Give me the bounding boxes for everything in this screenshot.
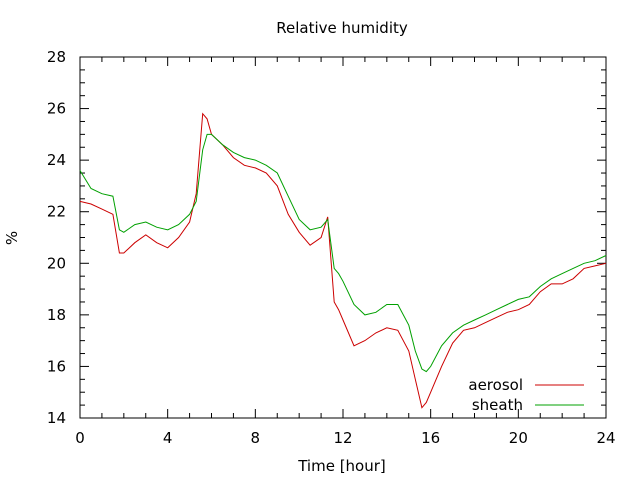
legend-label-sheath: sheath <box>472 396 523 414</box>
x-tick-label: 8 <box>251 429 261 447</box>
legend-label-aerosol: aerosol <box>468 376 523 394</box>
y-axis-ticks: 14 16 18 20 22 24 26 28 <box>47 48 606 427</box>
y-tick-label: 24 <box>47 151 66 169</box>
chart-title: Relative humidity <box>276 19 408 37</box>
x-tick-label: 20 <box>509 429 528 447</box>
x-axis-label: Time [hour] <box>297 457 386 475</box>
y-tick-label: 20 <box>47 254 66 272</box>
x-tick-label: 4 <box>163 429 173 447</box>
y-tick-label: 14 <box>47 409 66 427</box>
x-tick-label: 0 <box>75 429 85 447</box>
x-tick-label: 16 <box>421 429 440 447</box>
y-tick-label: 26 <box>47 100 66 118</box>
y-tick-label: 22 <box>47 203 66 221</box>
x-tick-label: 24 <box>596 429 615 447</box>
x-axis-ticks: 0 4 8 12 16 20 24 <box>75 57 616 447</box>
y-tick-label: 28 <box>47 48 66 66</box>
plot-frame <box>79 56 607 419</box>
y-tick-label: 18 <box>47 306 66 324</box>
legend: aerosol sheath <box>468 376 584 414</box>
x-tick-label: 12 <box>333 429 352 447</box>
y-axis-label: % <box>3 231 21 245</box>
series-layer <box>79 112 607 409</box>
series-line-sheath <box>79 133 607 373</box>
series-line-aerosol <box>79 112 607 409</box>
y-tick-label: 16 <box>47 357 66 375</box>
